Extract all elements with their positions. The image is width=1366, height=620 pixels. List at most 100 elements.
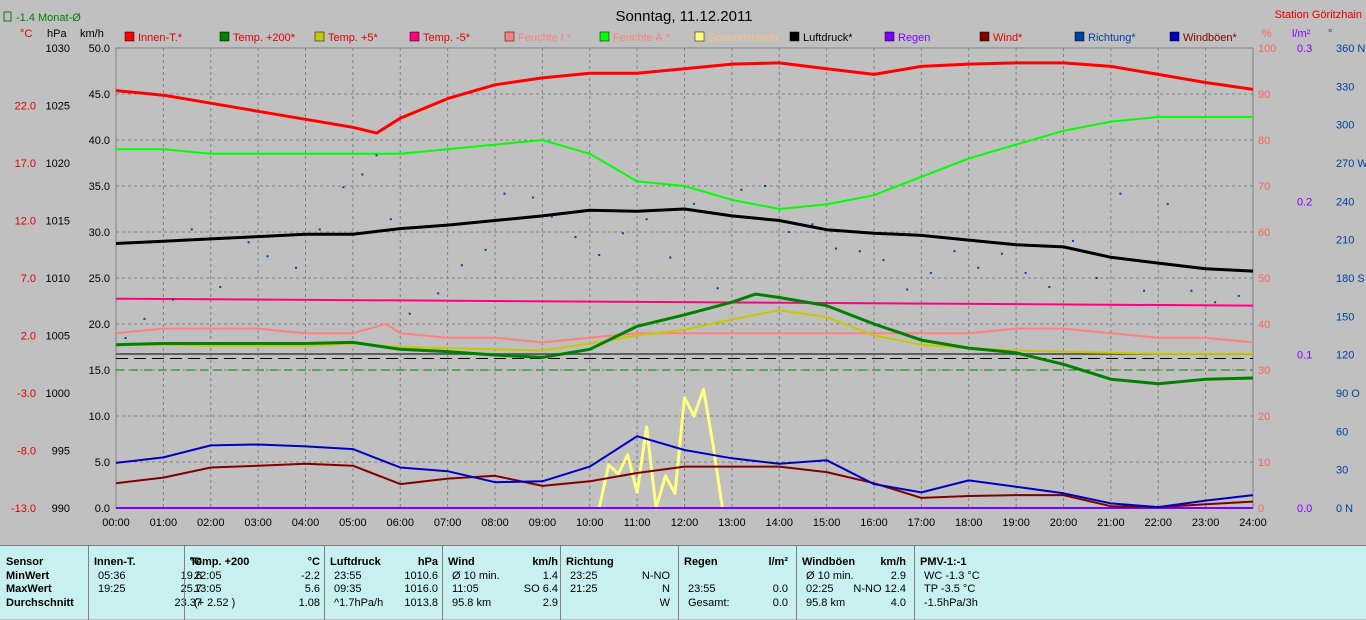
series-richtung-point-42 — [1095, 277, 1098, 279]
axis-labels: 22.017.012.07.02.0-3.0-8.0-13.0103010251… — [11, 43, 1366, 529]
stats-cell-2-1-label: 09:35 — [334, 583, 362, 595]
pressure-axis-tick-6: 1000 — [46, 388, 70, 400]
series-richtung-point-19 — [550, 215, 553, 218]
series-richtung-point-37 — [977, 266, 980, 269]
x-axis-tick-6: 06:00 — [386, 517, 414, 529]
x-axis-tick-12: 12:00 — [671, 517, 699, 529]
series-richtung-point-43 — [1119, 192, 1122, 195]
series-temp-5-line — [115, 297, 1254, 307]
pressure-axis-tick-5: 1005 — [46, 331, 70, 343]
monthly-avg-icon — [3, 11, 12, 22]
series-richtung-point-26 — [716, 287, 719, 290]
temp-axis-tick-3: 7.0 — [21, 273, 36, 285]
series-richtung-point-21 — [598, 254, 601, 256]
direction-axis-tick-2: 300 — [1336, 120, 1354, 132]
pressure-axis-tick-0: 1030 — [46, 43, 70, 55]
percent-axis-tick-7: 30 — [1258, 365, 1270, 377]
percent-axis-tick-5: 50 — [1258, 273, 1270, 285]
stats-col-head-5: Regen — [684, 556, 718, 568]
percent-axis-tick-8: 20 — [1258, 411, 1270, 423]
kmh-axis-tick-1: 45.0 — [89, 89, 110, 101]
legend: Innen-T.* Temp. +200* Temp. +5* Temp. -5* Fe… — [124, 31, 1238, 44]
reference-lines — [116, 358, 1253, 371]
percent-axis-tick-10: 0 — [1258, 503, 1264, 515]
series-richtung-point-47 — [1214, 301, 1217, 304]
temp-axis-tick-5: -3.0 — [17, 388, 36, 400]
stats-cell-1-1-value: 5.6 — [304, 583, 320, 595]
temp-axis-tick-6: -8.0 — [17, 446, 36, 458]
kmh-axis-tick-4: 30.0 — [89, 227, 110, 239]
stats-cell-2-2-label: ^1.7hPa/h — [334, 596, 384, 609]
series-layer — [115, 61, 1254, 510]
stats-cell-7-1-label: TP -3.5 °C — [924, 583, 976, 595]
stats-col-head-3: Wind — [448, 556, 475, 568]
temp-axis-tick-0: 22.0 — [15, 101, 36, 113]
kmh-axis-tick-7: 15.0 — [89, 365, 110, 377]
x-axis-tick-4: 04:00 — [292, 517, 320, 529]
percent-axis-tick-1: 90 — [1258, 89, 1270, 101]
legend-swatch-3 — [409, 31, 420, 42]
series-richtung-point-38 — [1000, 252, 1003, 255]
x-axis-tick-20: 20:00 — [1050, 517, 1078, 529]
percent-axis-tick-3: 70 — [1258, 181, 1270, 193]
kmh-axis-tick-5: 25.0 — [89, 273, 110, 285]
stats-col-unit-1: °C — [307, 556, 320, 568]
series-richtung-point-40 — [1048, 285, 1051, 288]
series-temp-5-line — [116, 309, 1253, 355]
stats-row-label-0: Sensor — [6, 556, 44, 568]
x-axis-tick-11: 11:00 — [624, 517, 651, 529]
x-axis-tick-1: 01:00 — [150, 517, 178, 529]
x-axis-tick-21: 21:00 — [1097, 517, 1125, 529]
stats-cell-3-2-value: 2.9 — [542, 596, 558, 609]
station-label: Station Göritzhain — [1275, 9, 1362, 21]
pressure-axis-tick-7: 995 — [52, 446, 70, 458]
legend-label-4: Feuchte I.* — [518, 32, 572, 44]
pressure-axis-tick-2: 1020 — [46, 158, 70, 170]
series-richtung-point-45 — [1166, 202, 1169, 205]
stats-col-unit-2: hPa — [417, 556, 438, 568]
stats-cell-4-0-value: N-NO — [641, 569, 670, 582]
x-axis-tick-18: 18:00 — [955, 517, 983, 529]
series-temp-200-line — [115, 292, 1254, 386]
legend-label-5: Feuchte A.* — [613, 32, 671, 44]
series-feuchte-a-line — [116, 116, 1253, 210]
series-richtung-point-8 — [318, 228, 321, 231]
series-richtung-point-6 — [266, 255, 269, 258]
pressure-axis-tick-1: 1025 — [46, 101, 70, 113]
x-axis-tick-7: 07:00 — [434, 517, 462, 529]
stats-col-separator-1 — [184, 546, 185, 620]
unit-degree: ° — [1328, 28, 1332, 40]
direction-axis-tick-9: 90 O — [1336, 388, 1360, 400]
direction-axis-tick-11: 30 — [1336, 465, 1348, 477]
series-richtung-point-33 — [882, 259, 885, 262]
stats-col-head-2: Luftdruck — [330, 556, 381, 568]
series-richtung-point-17 — [503, 192, 506, 195]
stats-row-label-1: MinWert — [6, 569, 50, 582]
stats-col-head-0: Innen-T. — [94, 556, 136, 568]
series-richtung-point-30 — [811, 223, 814, 226]
stats-cell-0-1-label: 19:25 — [98, 583, 126, 595]
series-richtung-point-12 — [389, 218, 392, 221]
stats-col-head-7: PMV-1:-1 — [920, 556, 967, 568]
percent-axis-tick-6: 40 — [1258, 319, 1270, 331]
stats-col-separator-0 — [88, 546, 89, 620]
chart-title: Sonntag, 11.12.2011 — [615, 8, 752, 25]
stats-panel: Sensor MinWert MaxWert Durchschnitt Innen-T.… — [0, 545, 1366, 620]
x-axis-tick-24: 24:00 — [1239, 517, 1267, 529]
stats-col-unit-3: km/h — [532, 556, 558, 568]
unit-lm2: l/m² — [1292, 28, 1311, 40]
unit-percent: % — [1262, 28, 1272, 40]
series-richtung-point-23 — [645, 218, 648, 221]
x-axis-tick-19: 19:00 — [1002, 517, 1030, 529]
legend-swatch-11 — [1169, 31, 1180, 42]
series-richtung-point-46 — [1190, 289, 1193, 292]
series-richtung-point-11 — [375, 154, 378, 157]
stats-row-label-2: MaxWert — [6, 583, 52, 595]
x-axis-tick-14: 14:00 — [765, 517, 793, 529]
stats-col-head-4: Richtung — [566, 556, 614, 568]
stats-cell-2-2-value: 1013.8 — [404, 596, 438, 609]
stats-cell-0-1-value: 25.7 — [180, 583, 202, 595]
series-richtung-point-1 — [143, 317, 146, 320]
legend-label-11: Windböen* — [1183, 32, 1238, 44]
direction-axis-tick-0: 360 N — [1336, 43, 1365, 55]
